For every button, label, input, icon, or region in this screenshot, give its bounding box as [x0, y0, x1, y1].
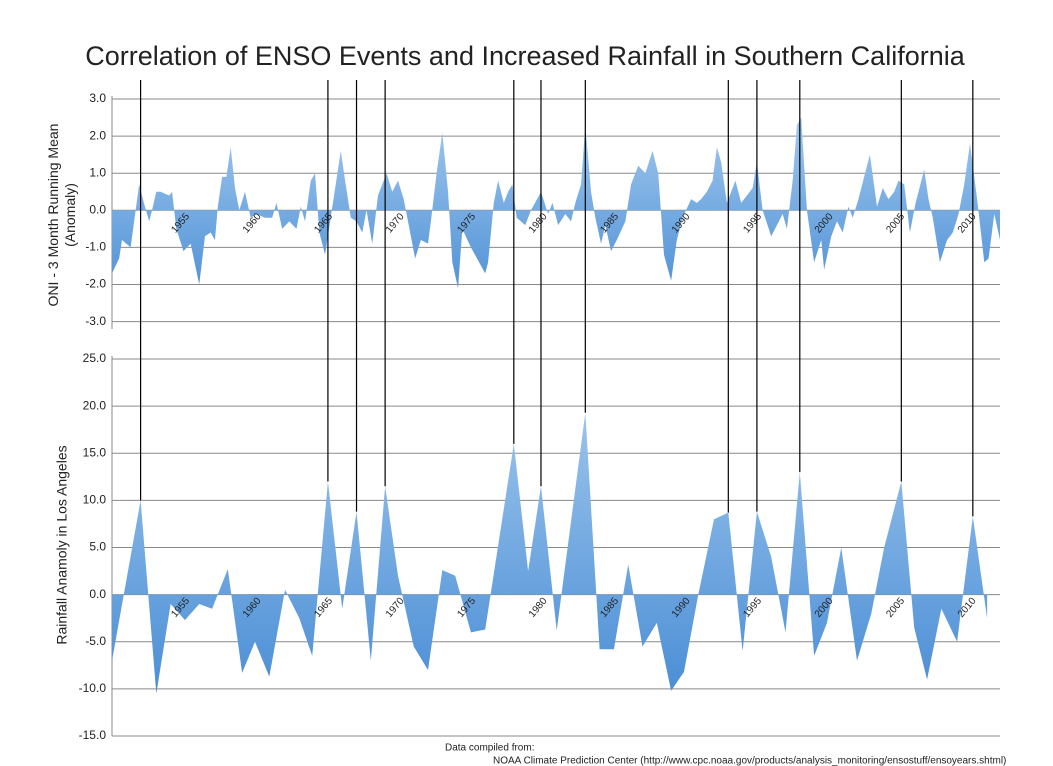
x-tick-label: 2005 — [884, 595, 907, 619]
x-tick-label: 1965 — [312, 211, 335, 235]
x-tick-label: 1995 — [741, 211, 764, 235]
y-tick-label: 1.0 — [89, 165, 106, 179]
x-tick-label: 1980 — [527, 211, 550, 235]
y-tick-label: -3.0 — [85, 314, 106, 328]
chart-title: Correlation of ENSO Events and Increased… — [85, 41, 965, 71]
y-tick-label: 20.0 — [83, 398, 107, 412]
area — [112, 412, 988, 694]
y-tick-label: 25.0 — [83, 351, 107, 365]
y-tick-label: 2.0 — [89, 128, 106, 142]
y-tick-label: 0.0 — [89, 202, 106, 216]
y-tick-label: 0.0 — [89, 587, 106, 601]
y-axis-label: Rainfall Anamoly in Los Angeles — [53, 445, 70, 645]
y-tick-label: -2.0 — [85, 277, 106, 291]
y-tick-label: 10.0 — [83, 493, 107, 507]
area — [112, 117, 1000, 289]
source-note: Data compiled from: — [445, 743, 534, 754]
y-axis-label: ONI - 3 Month Running Mean (Anomaly) — [45, 123, 78, 307]
y-tick-label: -15.0 — [79, 728, 107, 742]
y-tick-label: -10.0 — [79, 681, 107, 695]
y-tick-label: -5.0 — [85, 634, 106, 648]
y-tick-label: 5.0 — [89, 540, 106, 554]
x-tick-label: 2005 — [884, 211, 907, 235]
x-tick-label: 1970 — [384, 211, 407, 235]
x-tick-label: 1980 — [527, 595, 550, 619]
y-tick-label: 3.0 — [89, 91, 106, 105]
y-tick-label: 15.0 — [83, 445, 107, 459]
source-note: NOAA Climate Prediction Center (http://w… — [493, 756, 1006, 766]
y-tick-label: -1.0 — [85, 240, 106, 254]
x-tick-label: 2010 — [956, 211, 979, 235]
